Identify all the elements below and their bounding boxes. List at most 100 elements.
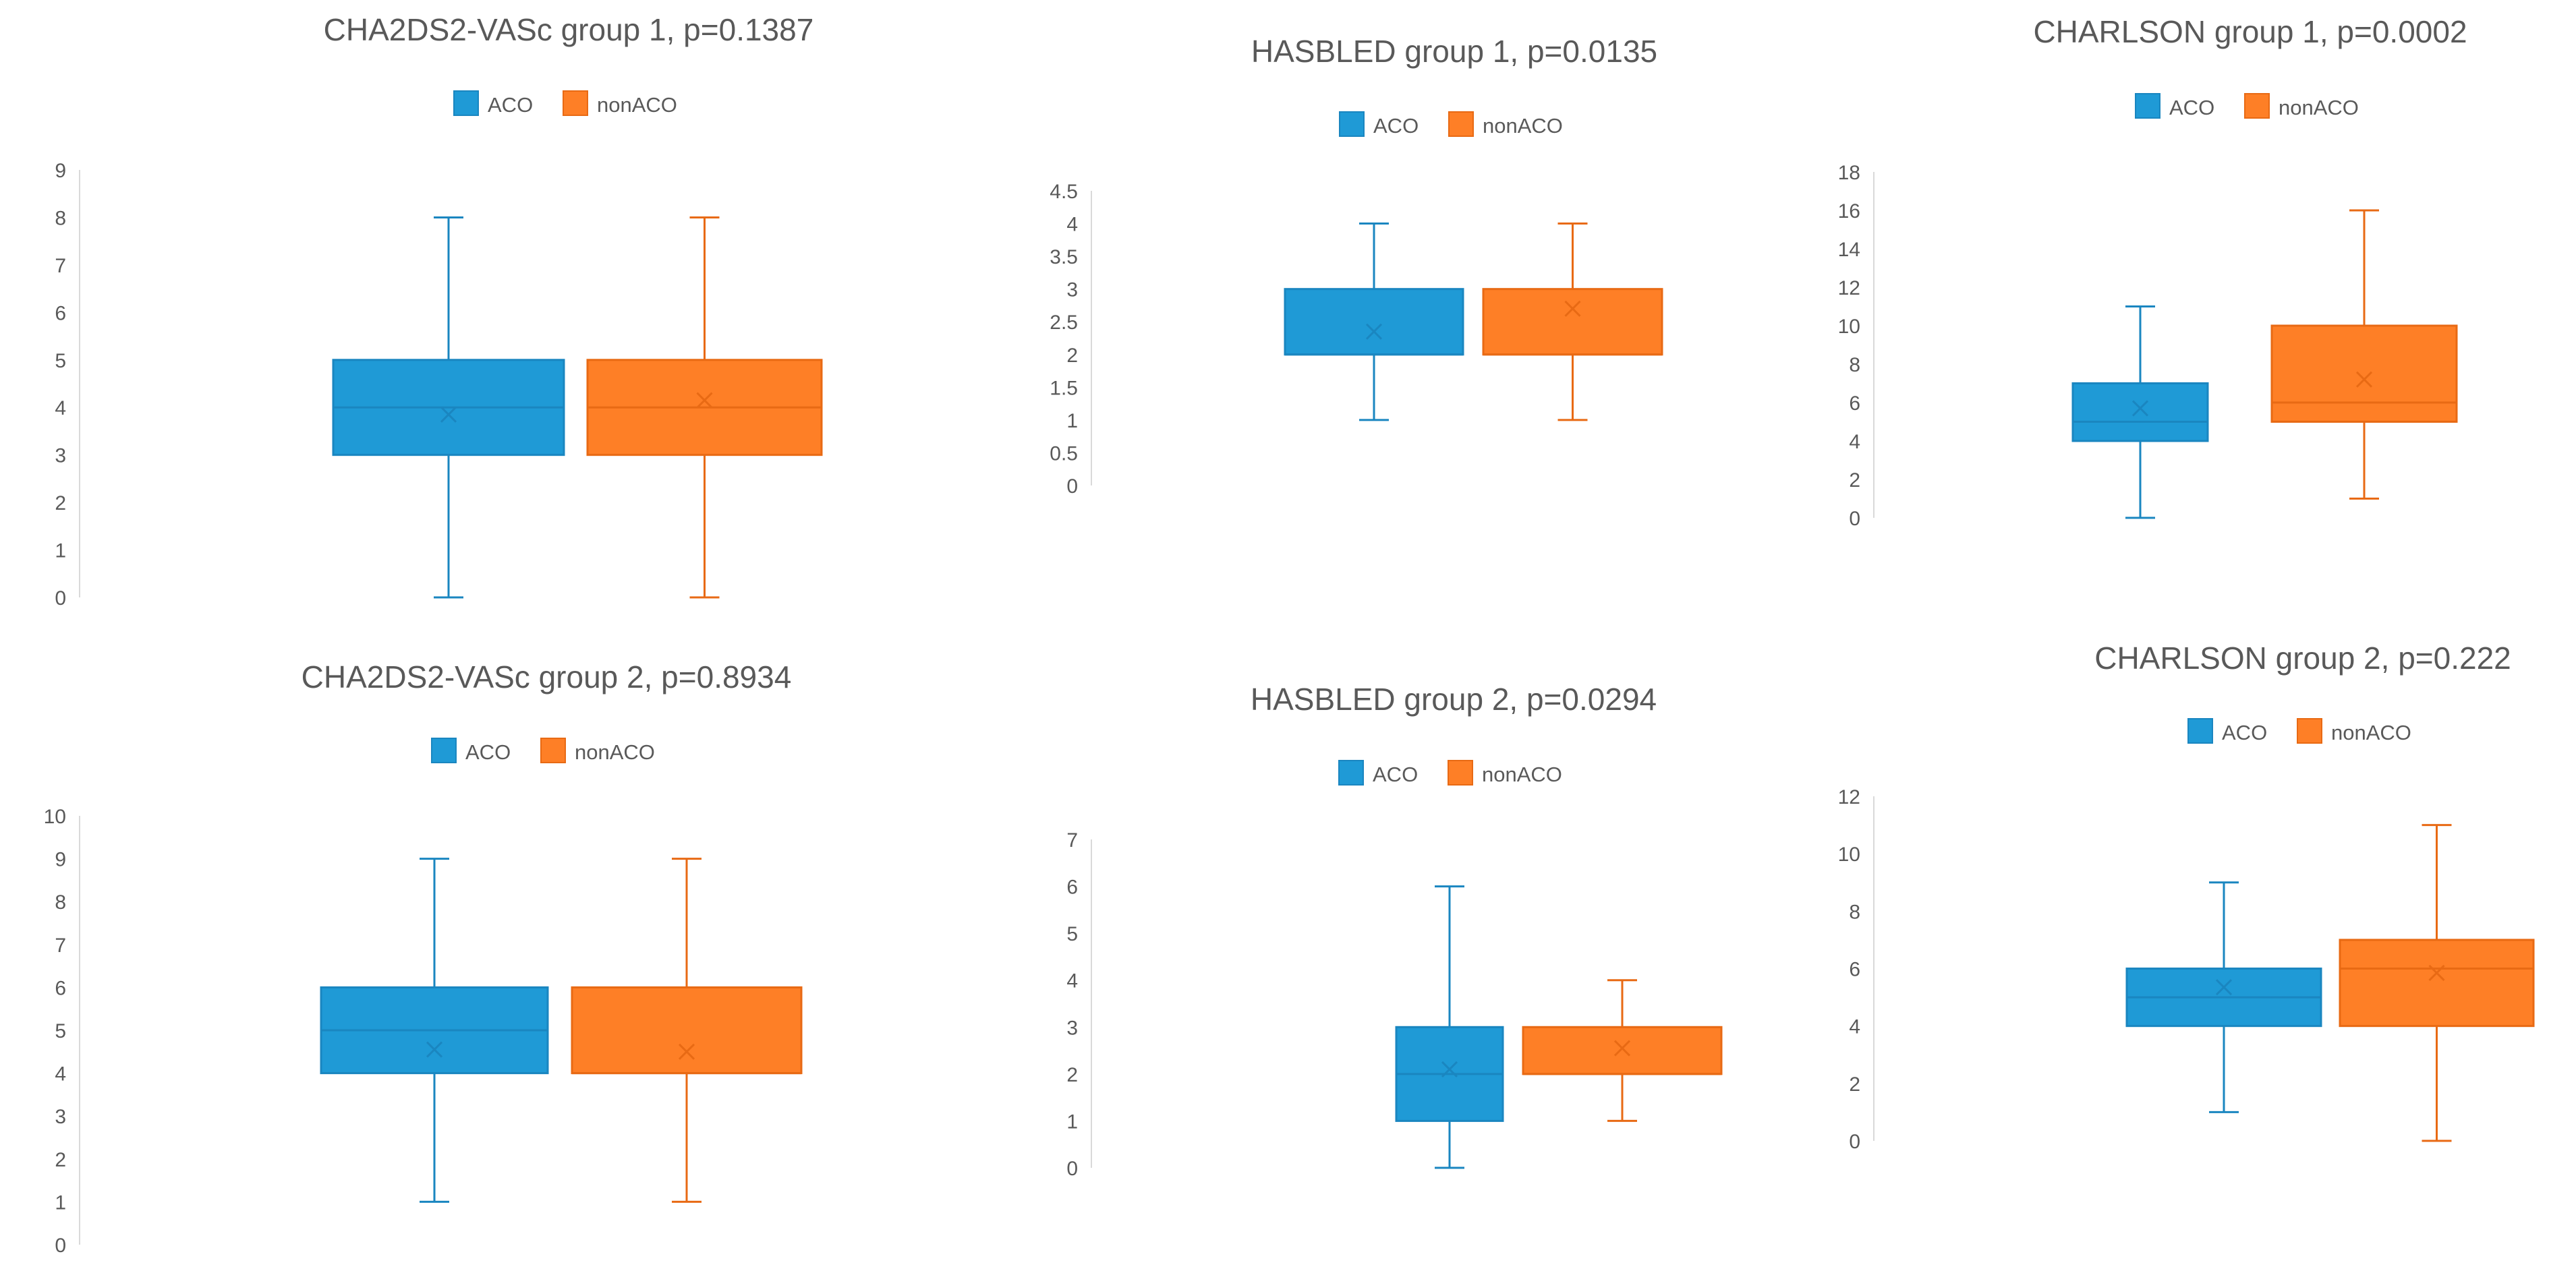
mean-marker [1365,323,1383,340]
y-tick-label: 7 [55,255,66,277]
legend-item-nonaco: nonACO [2297,718,2411,744]
y-tick-label: 2 [55,1149,66,1171]
y-tick-label: 8 [1849,354,1860,376]
chart-title: HASBLED group 2, p=0.0294 [1251,682,1657,717]
y-tick-label: 5 [55,1020,66,1042]
iqr-box [2071,382,2209,442]
y-tick-label: 3 [55,1106,66,1128]
legend-swatch-aco [1339,111,1365,137]
legend-swatch-aco [453,90,479,116]
legend-item-nonaco: nonACO [563,90,677,117]
mean-marker [696,392,713,409]
legend-swatch-aco [431,738,457,763]
y-tick-label: 0 [1849,508,1860,530]
chart-panel-4: CHA2DS2-VASc group 2, p=0.8934 ACO nonACO 0… [44,659,803,1257]
y-tick-label: 2 [1849,1073,1860,1096]
box-aco [320,858,549,1203]
y-tick-label: 10 [44,806,66,828]
legend-item-aco: ACO [1339,111,1419,138]
legend-swatch-nonaco [2244,93,2270,119]
legend-item-aco: ACO [431,738,511,764]
chart-title: CHA2DS2-VASc group 1, p=0.1387 [324,12,814,47]
y-tick-label: 18 [1838,162,1860,184]
legend-item-aco: ACO [2187,718,2267,744]
legend-label-nonaco: nonACO [597,93,677,117]
y-tick-label: 4 [1849,431,1860,453]
y-tick-label: 10 [1838,316,1860,338]
legend-item-aco: ACO [2135,93,2214,119]
y-tick-label: 3 [1066,279,1078,301]
chart-panel-6: CHARLSON group 2, p=0.222 ACO nonACO 0 2 4 6 8 1… [1838,641,2535,1153]
y-tick-label: 16 [1838,200,1860,223]
iqr-box [1482,288,1663,356]
y-tick-label: 6 [1849,392,1860,415]
legend-swatch-nonaco [1448,111,1474,137]
legend-label-nonaco: nonACO [575,740,655,764]
mean-marker [440,406,457,423]
legend-item-nonaco: nonACO [2244,93,2359,119]
legend-swatch-aco [1338,760,1364,786]
y-tick-label: 7 [1066,829,1078,852]
legend-label-nonaco: nonACO [1482,763,1562,786]
y-tick-label: 2 [1066,345,1078,367]
y-tick-label: 10 [1838,843,1860,866]
mean-marker [1613,1040,1631,1057]
box-nonaco [571,858,803,1203]
y-tick-label: 0 [1066,475,1078,498]
box-aco [1395,885,1504,1169]
legend-item-nonaco: nonACO [540,738,655,764]
y-tick-label: 3 [55,445,66,467]
y-tick-label: 1 [1066,1111,1078,1133]
y-tick-label: 6 [55,302,66,324]
iqr-box [571,986,803,1075]
legend-label-nonaco: nonACO [2331,721,2411,744]
y-tick-label: 4 [1066,970,1078,993]
y-tick-label: 0 [1849,1131,1860,1153]
y-tick-label: 4 [1849,1016,1860,1038]
y-tick-label: 1 [55,1191,66,1214]
y-tick-label: 6 [1066,877,1078,899]
y-tick-label: 4 [55,1063,66,1086]
box-nonaco [2270,209,2458,500]
y-tick-label: 1 [1066,410,1078,432]
y-tick-label: 1 [55,540,66,562]
chart-title: CHARLSON group 1, p=0.0002 [2033,14,2467,49]
y-tick-label: 5 [55,350,66,372]
iqr-box [1284,288,1464,356]
y-tick-label: 2 [1066,1064,1078,1086]
box-aco [2071,305,2209,519]
y-tick-label: 5 [1066,923,1078,945]
y-tick-label: 2 [1849,469,1860,492]
y-tick-label: 0 [55,1235,66,1257]
y-tick-label: 6 [1849,959,1860,981]
legend-label-aco: ACO [1373,763,1418,786]
y-tick-label: 3 [1066,1017,1078,1039]
mean-marker [2428,964,2445,981]
y-tick-label: 9 [55,849,66,871]
legend-item-aco: ACO [453,90,533,117]
legend-item-nonaco: nonACO [1448,111,1563,138]
iqr-box [2270,324,2458,423]
y-tick-label: 4.5 [1050,181,1078,203]
mean-marker [2131,400,2149,417]
legend-swatch-nonaco [1448,760,1473,786]
y-tick-label: 3.5 [1050,246,1078,268]
legend-label-nonaco: nonACO [2279,96,2359,119]
box-nonaco [1522,979,1723,1122]
mean-marker [2215,979,2233,996]
y-tick-label: 0 [1066,1158,1078,1180]
box-aco [332,216,565,599]
chart-panel-3: CHARLSON group 1, p=0.0002 ACO nonACO 0 2 4 6 8… [1838,14,2467,530]
y-tick-label: 6 [55,977,66,999]
legend-swatch-nonaco [563,90,588,116]
legend-label-nonaco: nonACO [1483,114,1563,138]
y-tick-label: 9 [55,160,66,182]
chart-title: CHARLSON group 2, p=0.222 [2094,641,2511,676]
y-tick-label: 0.5 [1050,442,1078,465]
chart-panel-5: HASBLED group 2, p=0.0294 ACO nonACO 0 1 2 3 4 5… [1066,682,1723,1180]
y-tick-label: 2 [55,492,66,514]
legend-label-aco: ACO [2222,721,2267,744]
y-tick-label: 4 [1066,214,1078,236]
legend-label-aco: ACO [1373,114,1419,138]
legend-swatch-aco [2135,93,2160,119]
